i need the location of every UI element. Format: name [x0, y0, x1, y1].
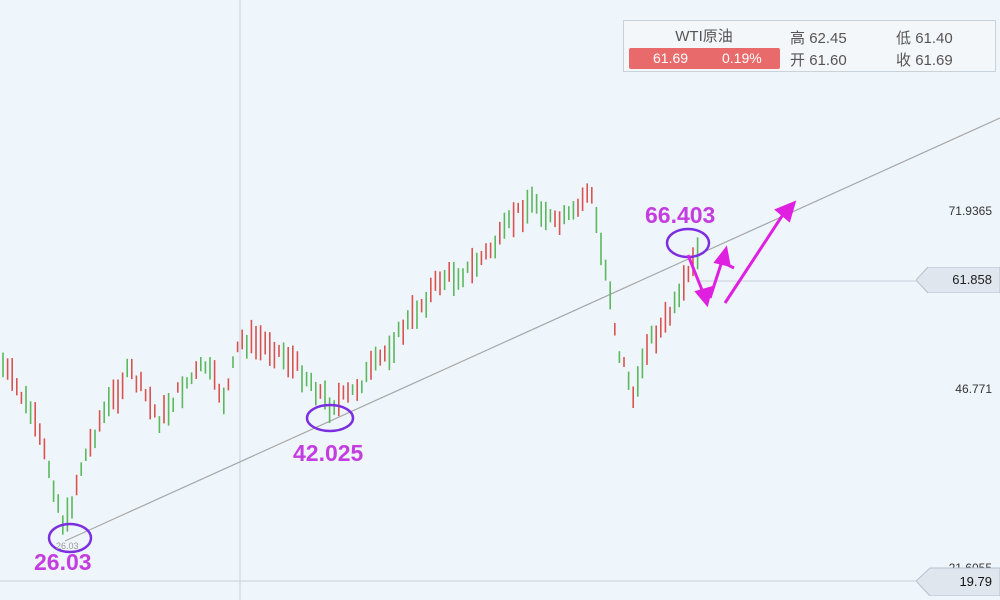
arrow-head-1: [694, 285, 714, 308]
low-tag-shape: [916, 567, 1000, 596]
quote-info-box: WTI原油 61.69 0.19% 高 62.45 开 61.60 低 61.4…: [623, 20, 996, 72]
low1-ellipse: [47, 522, 93, 554]
trendline: [64, 117, 1000, 542]
high-label: 高: [790, 30, 806, 47]
label-high: 66.403: [645, 202, 716, 228]
low-label: 低: [896, 30, 912, 47]
low2-ellipse: [305, 403, 355, 433]
high-value: 62.45: [809, 30, 847, 47]
label-low1: 26.03: [34, 549, 92, 575]
arrow-down-1: [686, 254, 706, 296]
open-label: 开: [790, 52, 806, 69]
y-tick-upper: 71.9365: [948, 204, 992, 218]
low-price-value: 19.79: [959, 574, 992, 589]
arrow-up-2: [723, 212, 786, 304]
arrow-up-1: [708, 257, 725, 299]
current-price-value: 61.858: [952, 272, 992, 287]
open-value: 61.60: [809, 52, 847, 69]
last-price: 61.69: [653, 50, 689, 66]
y-tick-middle: 46.771: [955, 382, 992, 396]
close-value: 61.69: [915, 52, 953, 69]
low-price-tag: 19.79: [916, 566, 1000, 596]
low-stat: 低 61.40: [896, 27, 953, 48]
price-tag-shape: [916, 267, 1000, 293]
symbol-title: WTI原油: [675, 28, 733, 45]
arrow-head-3: [774, 200, 797, 223]
high-ellipse: [665, 227, 711, 259]
open-stat: 开 61.60: [790, 49, 847, 70]
high-stat: 高 62.45: [790, 27, 847, 48]
arrow-down-2: [725, 262, 735, 270]
low-value: 61.40: [915, 30, 953, 47]
low1-small-label: 26.03: [56, 541, 79, 551]
candles: [2, 183, 699, 535]
current-price-tag: 61.858: [916, 267, 1000, 293]
close-stat: 收 61.69: [896, 49, 953, 70]
arrow-head-2: [713, 245, 731, 267]
price-change-pill: 61.69 0.19%: [629, 48, 780, 69]
projection-arrows: [686, 200, 797, 308]
label-low2: 42.025: [293, 440, 364, 466]
change-percent: 0.19%: [722, 50, 762, 66]
close-label: 收: [896, 52, 912, 69]
